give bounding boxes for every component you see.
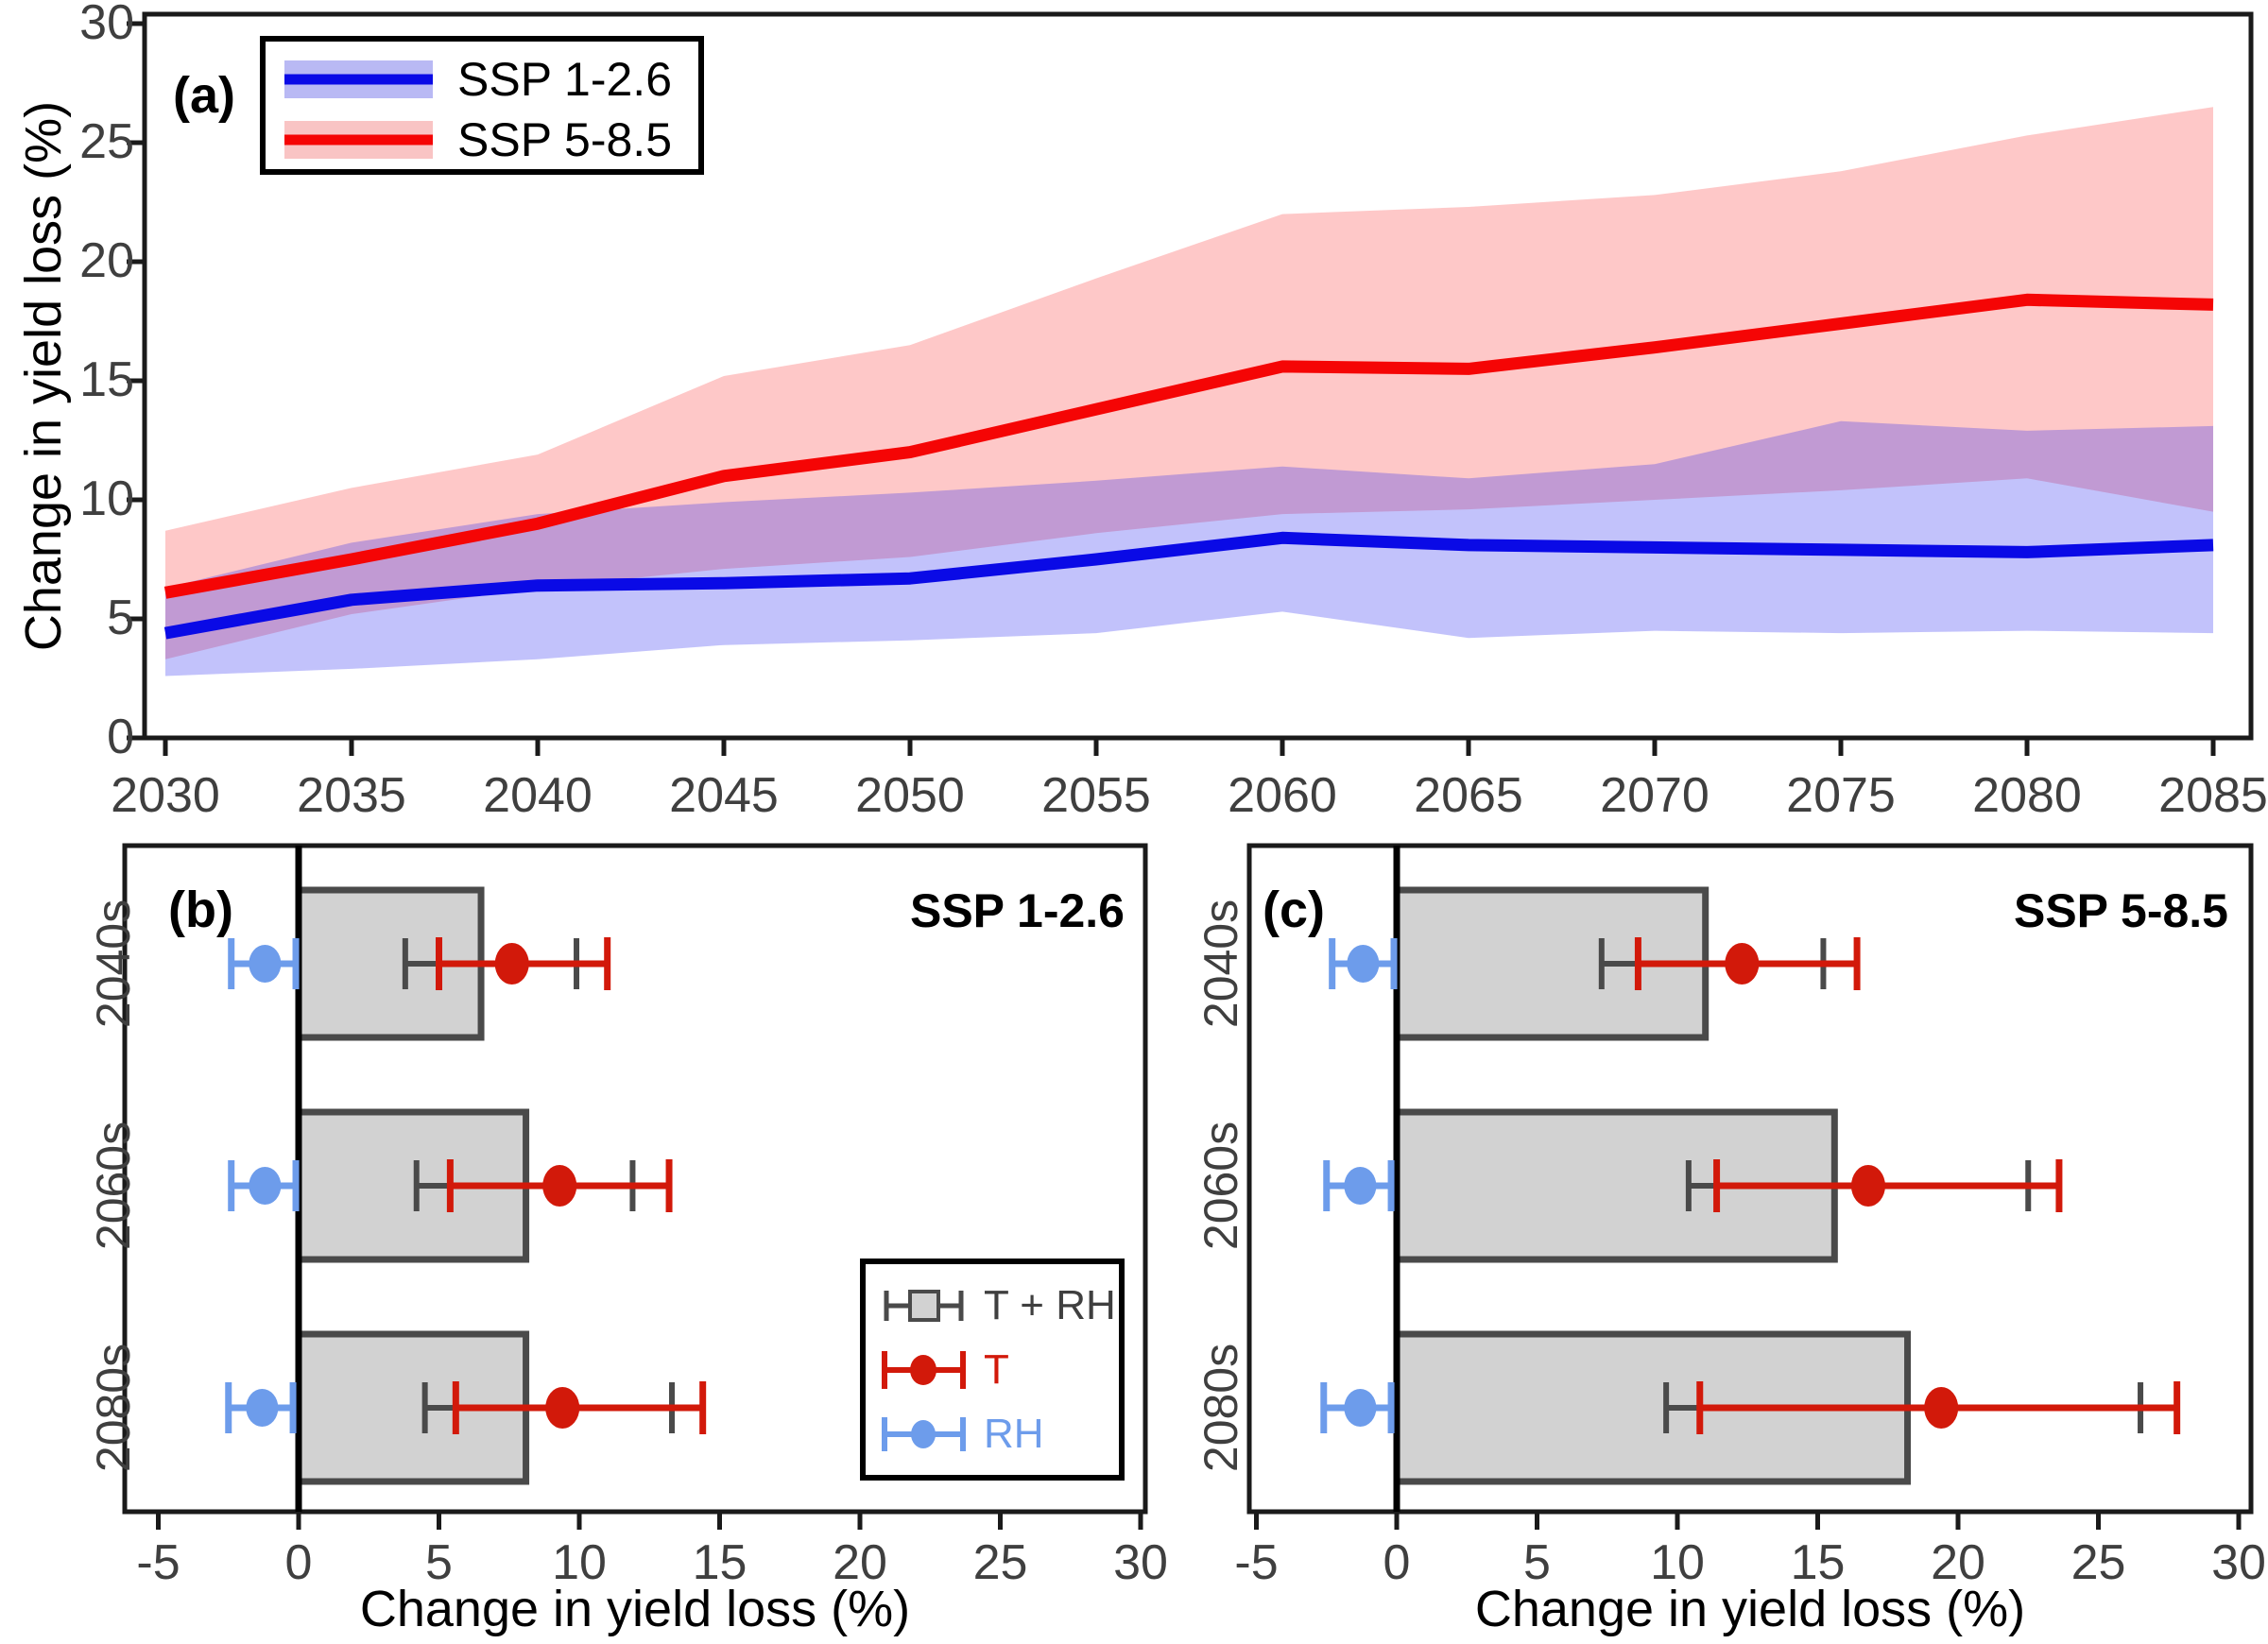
ssp585-line bbox=[163, 293, 2214, 599]
rh-point-2080s bbox=[246, 1389, 279, 1427]
panel-a-border bbox=[142, 11, 2254, 741]
panel-b-border bbox=[122, 843, 1148, 1515]
t-point-2040s bbox=[494, 943, 529, 985]
rh-point-2040s bbox=[249, 945, 282, 983]
t-point-2080s bbox=[545, 1387, 580, 1429]
t-point-2040s bbox=[1725, 943, 1760, 985]
rh-point-2080s bbox=[1344, 1389, 1377, 1427]
rh-point-2040s bbox=[1347, 945, 1380, 983]
ssp126-line bbox=[163, 531, 2214, 640]
t-point-2060s bbox=[542, 1165, 577, 1207]
rh-point-2060s bbox=[1344, 1167, 1377, 1205]
t-point-2080s bbox=[1924, 1387, 1959, 1429]
panel-c-border bbox=[1246, 843, 2254, 1515]
t-point-2060s bbox=[1850, 1165, 1885, 1207]
rh-point-2060s bbox=[249, 1167, 282, 1205]
